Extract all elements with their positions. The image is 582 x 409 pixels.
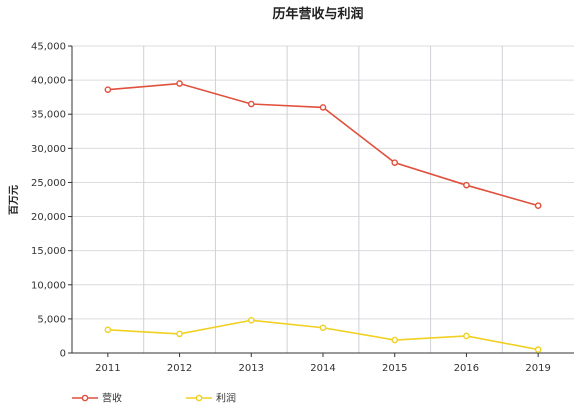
- series-lines: [104, 80, 542, 353]
- x-tick-label: 2019: [525, 363, 550, 374]
- legend-marker: [195, 394, 203, 402]
- data-point[interactable]: [247, 100, 255, 108]
- legend-marker: [81, 394, 89, 402]
- legend-item-0[interactable]: 营收: [72, 392, 122, 405]
- data-point[interactable]: [463, 181, 470, 189]
- chart-title: 历年营收与利润: [272, 6, 363, 22]
- legend-item-1[interactable]: 利润: [186, 392, 236, 405]
- data-point[interactable]: [104, 86, 112, 93]
- y-tick-label: 35,000: [31, 110, 66, 121]
- y-tick-label: 25,000: [31, 178, 66, 189]
- x-tick-label: 2016: [454, 363, 479, 374]
- y-tick-label: 15,000: [31, 246, 66, 257]
- y-tick-label: 40,000: [31, 76, 66, 87]
- tick-labels: 0 5,000 10,000 15,000 20,000 25,000 30,000 35,0…: [31, 42, 551, 375]
- x-tick-label: 2015: [382, 363, 407, 374]
- axes: [68, 45, 574, 357]
- legend[interactable]: 营收 利润: [72, 392, 236, 405]
- data-point[interactable]: [534, 346, 542, 353]
- legend-label: 营收: [102, 392, 122, 405]
- data-point[interactable]: [463, 332, 470, 340]
- data-point[interactable]: [391, 159, 399, 166]
- x-tick-label: 2014: [310, 363, 335, 374]
- grid-lines: [72, 45, 574, 353]
- data-point[interactable]: [176, 330, 183, 338]
- data-point[interactable]: [176, 80, 183, 87]
- y-tick-label: 20,000: [31, 212, 66, 223]
- legend-label: 利润: [216, 392, 236, 405]
- y-tick-label: 10,000: [31, 280, 66, 291]
- data-point[interactable]: [534, 202, 542, 209]
- series-line-0: [107, 82, 539, 207]
- y-tick-label: 5,000: [37, 314, 66, 325]
- data-point[interactable]: [319, 324, 327, 332]
- y-tick-label: 30,000: [31, 144, 66, 155]
- y-axis-label: 百万元: [8, 185, 20, 215]
- data-point[interactable]: [247, 316, 255, 324]
- data-point[interactable]: [319, 104, 327, 111]
- x-tick-label: 2011: [95, 363, 120, 374]
- y-tick-label: 0: [60, 349, 66, 360]
- x-tick-label: 2013: [239, 363, 264, 374]
- x-tick-label: 2012: [167, 363, 192, 374]
- y-tick-label: 45,000: [31, 42, 66, 53]
- data-point[interactable]: [104, 326, 112, 334]
- data-point[interactable]: [391, 336, 399, 344]
